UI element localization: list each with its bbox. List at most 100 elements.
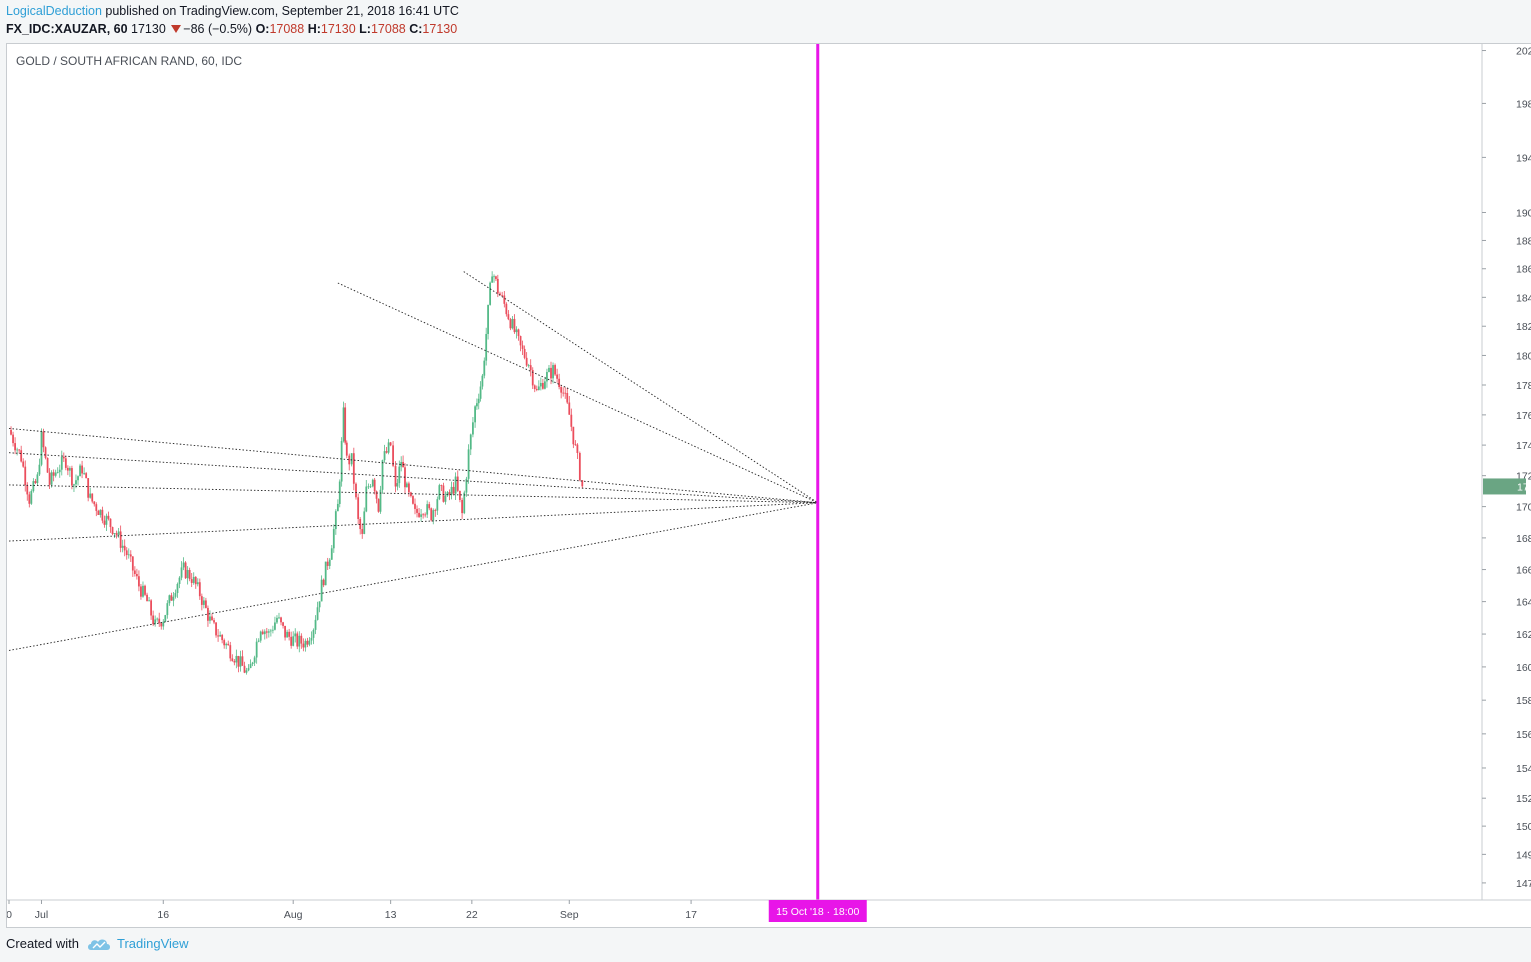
- candle-body: [519, 336, 522, 346]
- candle-body: [103, 520, 106, 525]
- candle-body: [56, 472, 59, 473]
- tradingview-cloud-icon[interactable]: [87, 937, 111, 951]
- candle-body: [239, 656, 242, 667]
- candle-body: [129, 554, 132, 557]
- candle-body: [101, 509, 104, 521]
- candle-body: [456, 476, 459, 491]
- candle-body: [392, 445, 394, 466]
- candle-body: [566, 393, 569, 403]
- candle-body: [138, 576, 140, 587]
- candle-body: [496, 278, 499, 294]
- candle-body: [332, 529, 335, 549]
- y-tick-label: 15600: [1516, 729, 1531, 741]
- candle-body: [105, 515, 108, 525]
- candle-body: [227, 643, 230, 646]
- candle-body: [576, 444, 579, 453]
- candle-body: [574, 444, 577, 446]
- candle-body: [507, 314, 510, 320]
- candle-body: [44, 447, 47, 458]
- candle-body: [328, 559, 331, 566]
- x-tick-label: 0: [7, 909, 12, 921]
- low-label: L:: [359, 22, 371, 36]
- candle-body: [422, 514, 425, 516]
- candle-body: [89, 493, 92, 498]
- candle-body: [249, 664, 252, 669]
- candle-body: [517, 329, 520, 337]
- candle-body: [420, 514, 422, 517]
- candle-body: [509, 319, 512, 329]
- candle-body: [501, 295, 504, 296]
- candle-body: [85, 473, 88, 479]
- candle-body: [34, 481, 37, 484]
- candle-body: [190, 579, 193, 583]
- y-tick-label: 20200: [1516, 46, 1531, 58]
- candle-body: [489, 282, 492, 305]
- candle-body: [377, 498, 380, 512]
- candle-body: [119, 531, 122, 548]
- candle-body: [389, 442, 392, 446]
- y-tick-label: 15065: [1516, 821, 1531, 833]
- candle-body: [436, 499, 439, 511]
- y-tick-label: 16200: [1516, 629, 1531, 641]
- candle-body: [64, 458, 67, 468]
- candle-body: [535, 388, 538, 390]
- y-tick-label: 17600: [1516, 410, 1531, 422]
- y-tick-label: 14905: [1516, 849, 1531, 861]
- y-tick-label: 18600: [1516, 264, 1531, 276]
- candle-body: [304, 640, 307, 648]
- candle-body: [219, 634, 222, 637]
- candle-body: [42, 431, 45, 448]
- candle-body: [188, 569, 191, 580]
- author-link[interactable]: LogicalDeduction: [6, 4, 102, 18]
- price-chart[interactable]: 20200 19800 19400 19000 18800 18600 18400 18200…: [7, 44, 1531, 927]
- y-tick-label: 15225: [1516, 793, 1531, 805]
- candle-body: [186, 569, 189, 579]
- candle-body: [578, 452, 581, 481]
- candle-body: [363, 511, 366, 534]
- candle-body: [144, 585, 146, 595]
- candle-body: [515, 329, 518, 333]
- candle-body: [434, 510, 437, 511]
- candle-body: [479, 386, 482, 399]
- candle-body: [276, 617, 278, 623]
- candle-body: [12, 434, 14, 444]
- candle-body: [164, 615, 167, 622]
- candle-body: [241, 656, 244, 666]
- trendline: [8, 502, 818, 542]
- candle-body: [570, 414, 573, 427]
- candle-body: [326, 561, 329, 566]
- tradingview-brand-link[interactable]: TradingView: [116, 936, 189, 951]
- marker-date-label: 15 Oct '18 · 18:00: [776, 906, 859, 918]
- candle-body: [146, 594, 148, 602]
- candle-body: [127, 554, 130, 556]
- candle-body: [194, 576, 197, 585]
- candle-body: [38, 464, 41, 475]
- candle-body: [62, 456, 65, 459]
- candle-body: [83, 473, 86, 474]
- y-tick-label: 17400: [1516, 440, 1531, 452]
- candle-body: [316, 607, 319, 620]
- candle-body: [10, 429, 12, 435]
- candle-body: [71, 468, 73, 486]
- candle-body: [18, 449, 21, 451]
- footer: Created with TradingView: [6, 936, 189, 951]
- candle-body: [205, 600, 207, 608]
- candle-body: [505, 303, 508, 315]
- candle-body: [544, 381, 546, 389]
- candle-body: [483, 360, 486, 376]
- chart-frame[interactable]: 20200 19800 19400 19000 18800 18600 18400 18200…: [6, 43, 1531, 928]
- candle-body: [394, 465, 397, 487]
- candle-body: [158, 618, 161, 624]
- candle-body: [142, 585, 144, 597]
- candle-body: [22, 461, 25, 467]
- candle-body: [184, 562, 187, 579]
- candle-body: [541, 382, 544, 389]
- candle-body: [465, 478, 468, 493]
- candle-body: [371, 479, 374, 487]
- candle-body: [424, 514, 427, 516]
- last-price-label: 17130: [1517, 481, 1531, 493]
- candle-body: [310, 637, 313, 641]
- candle-body: [345, 442, 348, 456]
- candle-body: [336, 503, 339, 512]
- candle-body: [550, 367, 552, 379]
